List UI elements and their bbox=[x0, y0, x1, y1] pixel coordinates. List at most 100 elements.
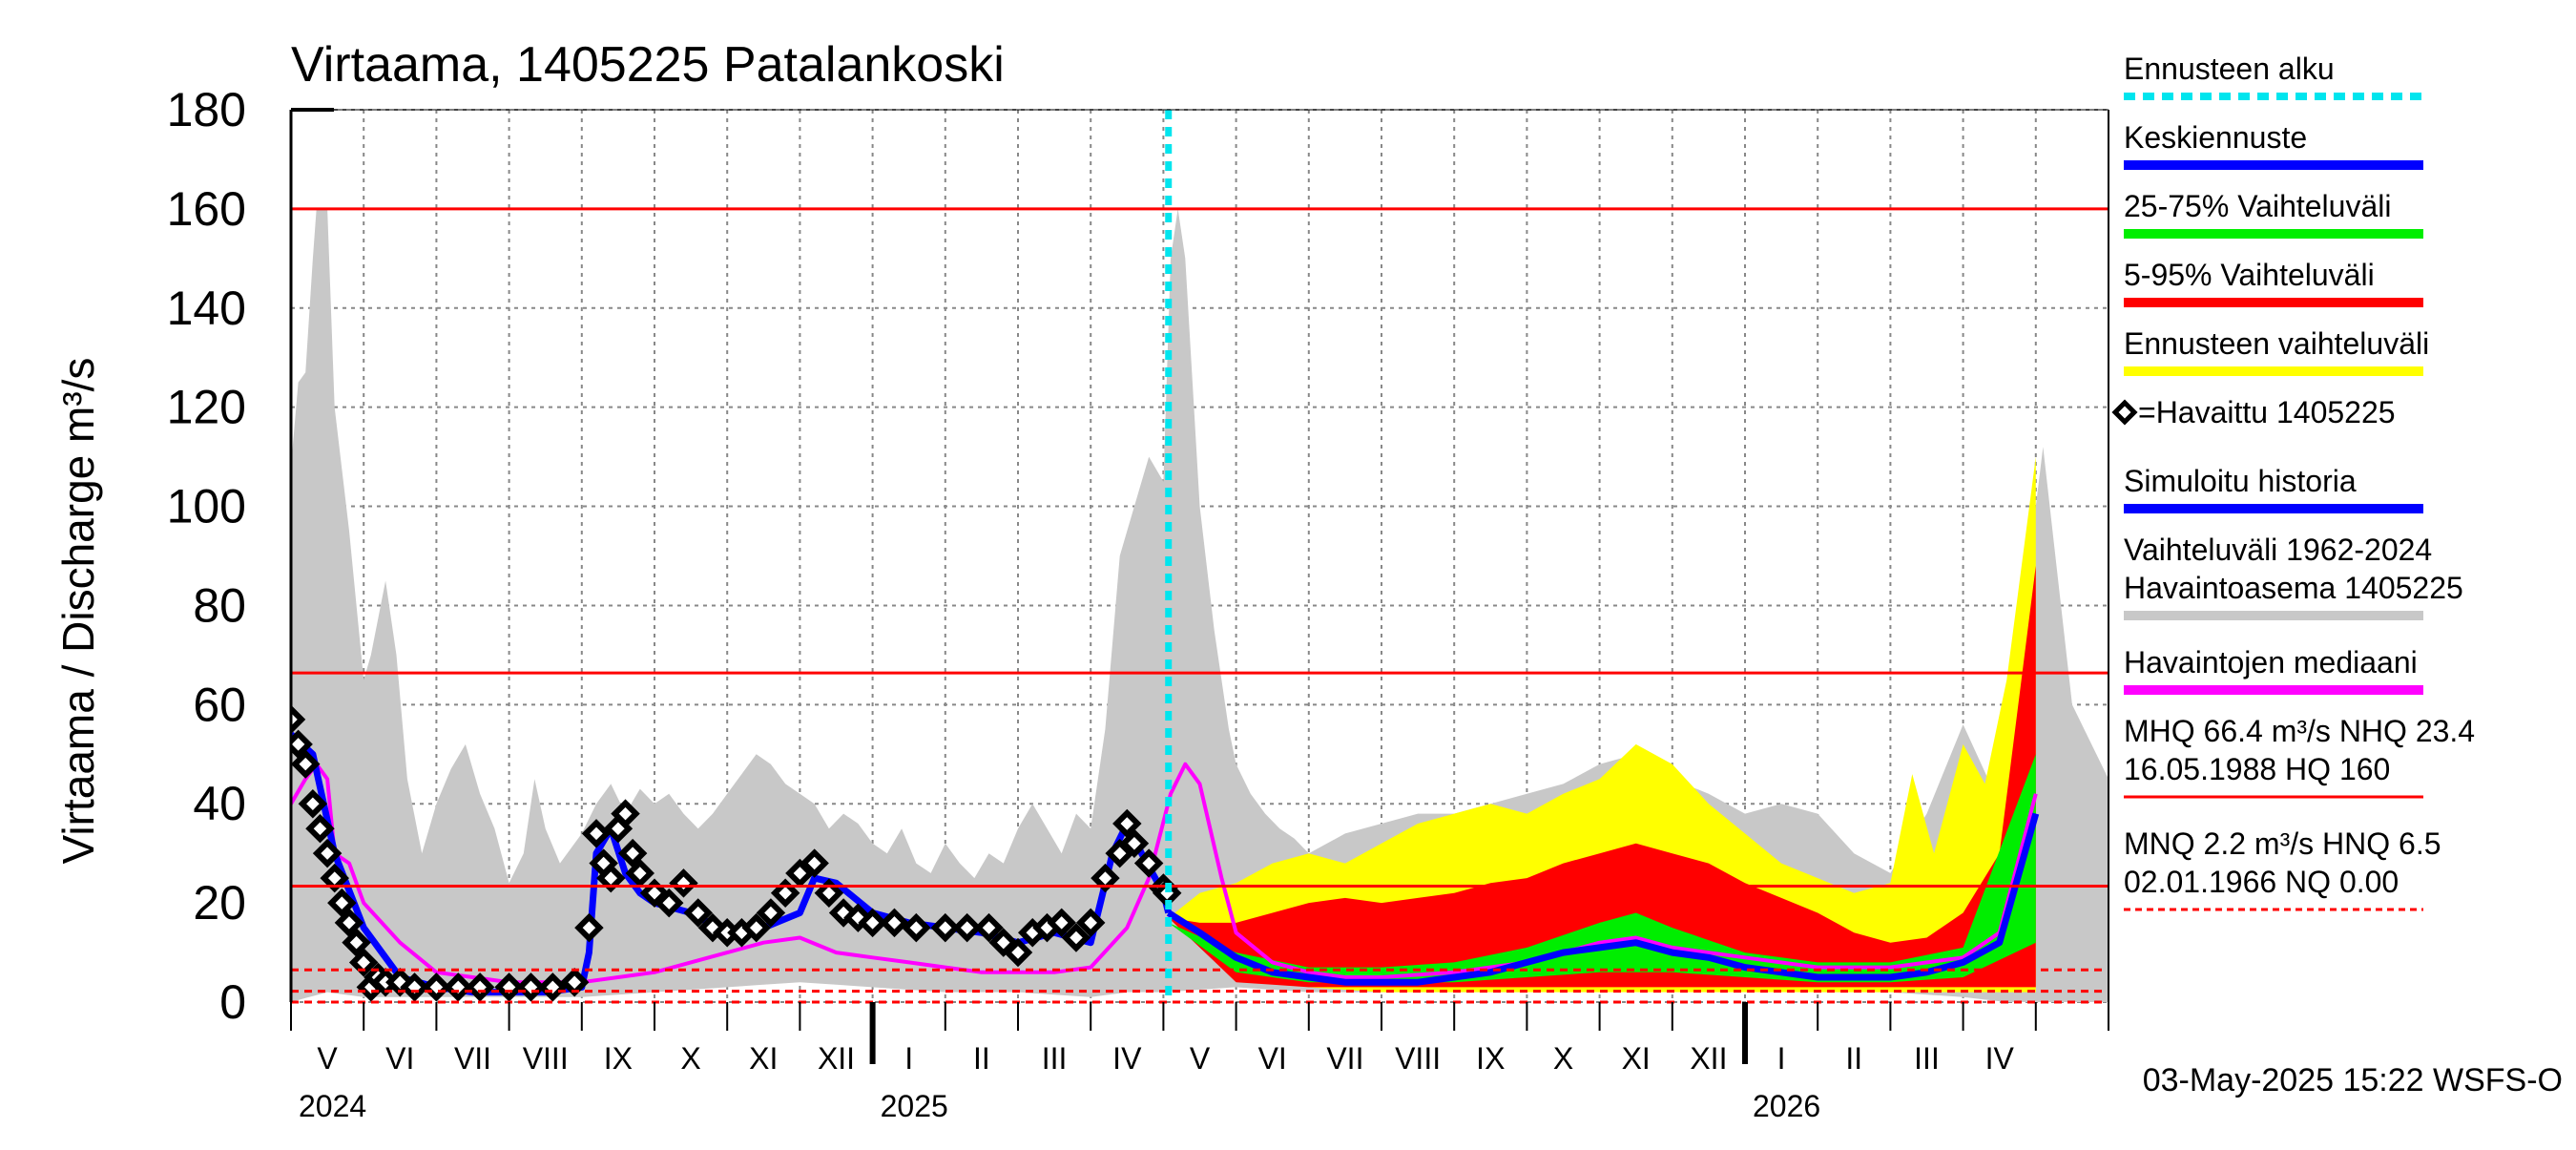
observed-point bbox=[465, 972, 495, 1002]
observed-point bbox=[305, 813, 335, 844]
legend-label-line2: 02.01.1966 NQ 0.00 bbox=[2124, 865, 2399, 899]
x-tick-label: IX bbox=[1476, 1041, 1505, 1076]
legend: Ennusteen alku Keskiennuste 25-75% Vaihtel… bbox=[2111, 52, 2475, 911]
observed-point bbox=[814, 878, 844, 908]
legend-label: Vaihteluväli 1962-2024 bbox=[2124, 533, 2432, 567]
grid-lines bbox=[290, 109, 2109, 1003]
observed-point bbox=[625, 858, 655, 889]
observed-point bbox=[952, 912, 982, 943]
legend-label: Keskiennuste bbox=[2124, 120, 2307, 155]
legend-label: Ennusteen alku bbox=[2124, 52, 2335, 86]
legend-label: 5-95% Vaihteluväli bbox=[2124, 258, 2375, 292]
observed-point bbox=[291, 749, 321, 779]
legend-item-simuloitu-historia: Simuloitu historia bbox=[2124, 464, 2423, 513]
observed-point bbox=[617, 838, 648, 868]
observed-point bbox=[516, 972, 546, 1002]
year-label: 2026 bbox=[1753, 1089, 1820, 1123]
legend-label: MNQ 2.2 m³/s HNQ 6.5 bbox=[2124, 826, 2441, 861]
observed-point bbox=[654, 888, 684, 918]
x-tick-label: XII bbox=[1690, 1041, 1727, 1076]
observed-point bbox=[559, 967, 590, 997]
y-tick-label: 140 bbox=[167, 282, 246, 335]
legend-label: Simuloitu historia bbox=[2124, 464, 2357, 498]
observed-point bbox=[683, 898, 713, 928]
x-tick-label: XI bbox=[749, 1041, 778, 1076]
observed-point bbox=[400, 972, 429, 1002]
legend-item-25-75-vaihteluv-li: 25-75% Vaihteluväli bbox=[2124, 189, 2423, 239]
x-tick-label: IV bbox=[1112, 1041, 1142, 1076]
legend-item-keskiennuste: Keskiennuste bbox=[2124, 120, 2423, 170]
x-tick-label: VIII bbox=[523, 1041, 569, 1076]
chart-title: Virtaama, 1405225 Patalankoski bbox=[291, 37, 1005, 93]
legend-label: Havaintojen mediaani bbox=[2124, 645, 2418, 680]
y-tick-label: 0 bbox=[219, 975, 246, 1029]
observed-point bbox=[1075, 908, 1106, 938]
observed-point bbox=[988, 928, 1019, 957]
x-tick-label: XI bbox=[1622, 1041, 1651, 1076]
legend-label-line2: 16.05.1988 HQ 160 bbox=[2124, 752, 2390, 786]
timestamp-footer: 03-May-2025 15:22 WSFS-O bbox=[2143, 1062, 2563, 1098]
observed-point bbox=[312, 838, 343, 868]
observed-point bbox=[342, 928, 371, 957]
x-tick-label: V bbox=[317, 1041, 338, 1076]
y-tick-label: 160 bbox=[167, 182, 246, 236]
band-vaihteluv-li-1962-2024-havaintoasema-1405225 bbox=[291, 208, 2109, 1002]
legend-item-5-95-vaihteluv-li: 5-95% Vaihteluväli bbox=[2124, 258, 2423, 307]
observed-point bbox=[741, 912, 771, 943]
x-tick-label: II bbox=[1845, 1041, 1862, 1076]
band-ennusteen-vaihteluv-li bbox=[1168, 456, 2036, 993]
y-tick-label: 180 bbox=[167, 83, 246, 136]
observed-point bbox=[327, 888, 357, 918]
observed-point bbox=[974, 912, 1004, 943]
series-layer bbox=[291, 208, 2109, 1002]
observed-point bbox=[902, 912, 931, 943]
y-tick-label: 40 bbox=[193, 777, 246, 830]
observed-point bbox=[1119, 828, 1150, 859]
legend-item-mhq-66-4-m-s-nhq-23-4: MHQ 66.4 m³/s NHQ 23.4 16.05.1988 HQ 160 bbox=[2124, 714, 2475, 799]
observed-point bbox=[320, 863, 349, 893]
legend-item-ennusteen-vaihteluv-li: Ennusteen vaihteluväli bbox=[2124, 326, 2429, 376]
line-havaintojen-mediaani bbox=[291, 762, 2038, 985]
legend-label-line2: Havaintoasema 1405225 bbox=[2124, 571, 2463, 605]
legend-item-havaittu-1405225: =Havaittu 1405225 bbox=[2111, 395, 2396, 429]
observed-point bbox=[298, 788, 328, 819]
x-tick-label: I bbox=[1777, 1041, 1786, 1076]
legend-label: =Havaittu 1405225 bbox=[2138, 395, 2396, 429]
x-tick-label: X bbox=[1553, 1041, 1573, 1076]
observed-point bbox=[880, 908, 909, 938]
legend-label: MHQ 66.4 m³/s NHQ 23.4 bbox=[2124, 714, 2475, 748]
observed-point bbox=[770, 878, 800, 908]
legend-item-ennusteen-alku: Ennusteen alku bbox=[2124, 52, 2423, 100]
legend-label: Ennusteen vaihteluväli bbox=[2124, 326, 2429, 361]
legend-item-mnq-2-2-m-s-hnq-6-5: MNQ 2.2 m³/s HNQ 6.5 02.01.1966 NQ 0.00 bbox=[2124, 826, 2441, 911]
diamond-icon bbox=[2111, 399, 2138, 426]
observed-point bbox=[669, 868, 698, 898]
observed-point bbox=[611, 799, 640, 828]
y-tick-label: 80 bbox=[193, 578, 246, 632]
x-tick-label: VIII bbox=[1395, 1041, 1441, 1076]
observed-point bbox=[581, 819, 612, 848]
x-tick-label: VI bbox=[385, 1041, 414, 1076]
x-tick-label: III bbox=[1914, 1041, 1940, 1076]
y-axis-label: Virtaama / Discharge m³/s bbox=[53, 358, 103, 865]
observed-point bbox=[574, 912, 604, 943]
x-tick-label: IV bbox=[1985, 1041, 2015, 1076]
y-tick-label: 100 bbox=[167, 480, 246, 533]
observed-point bbox=[1133, 848, 1164, 878]
y-tick-label: 60 bbox=[193, 678, 246, 731]
x-tick-label: VII bbox=[1326, 1041, 1363, 1076]
observed-point bbox=[538, 972, 568, 1002]
observed-point bbox=[291, 704, 306, 735]
band-5-95-vaihteluv-li bbox=[1168, 565, 2036, 988]
y-tick-label: 20 bbox=[193, 876, 246, 930]
x-tick-label: XII bbox=[818, 1041, 855, 1076]
line-keskiennuste bbox=[1166, 812, 2040, 986]
x-tick-label: II bbox=[973, 1041, 990, 1076]
observed-point bbox=[494, 972, 524, 1002]
observed-point bbox=[1061, 923, 1091, 952]
observed-point bbox=[1003, 937, 1033, 968]
observed-point bbox=[334, 908, 364, 938]
